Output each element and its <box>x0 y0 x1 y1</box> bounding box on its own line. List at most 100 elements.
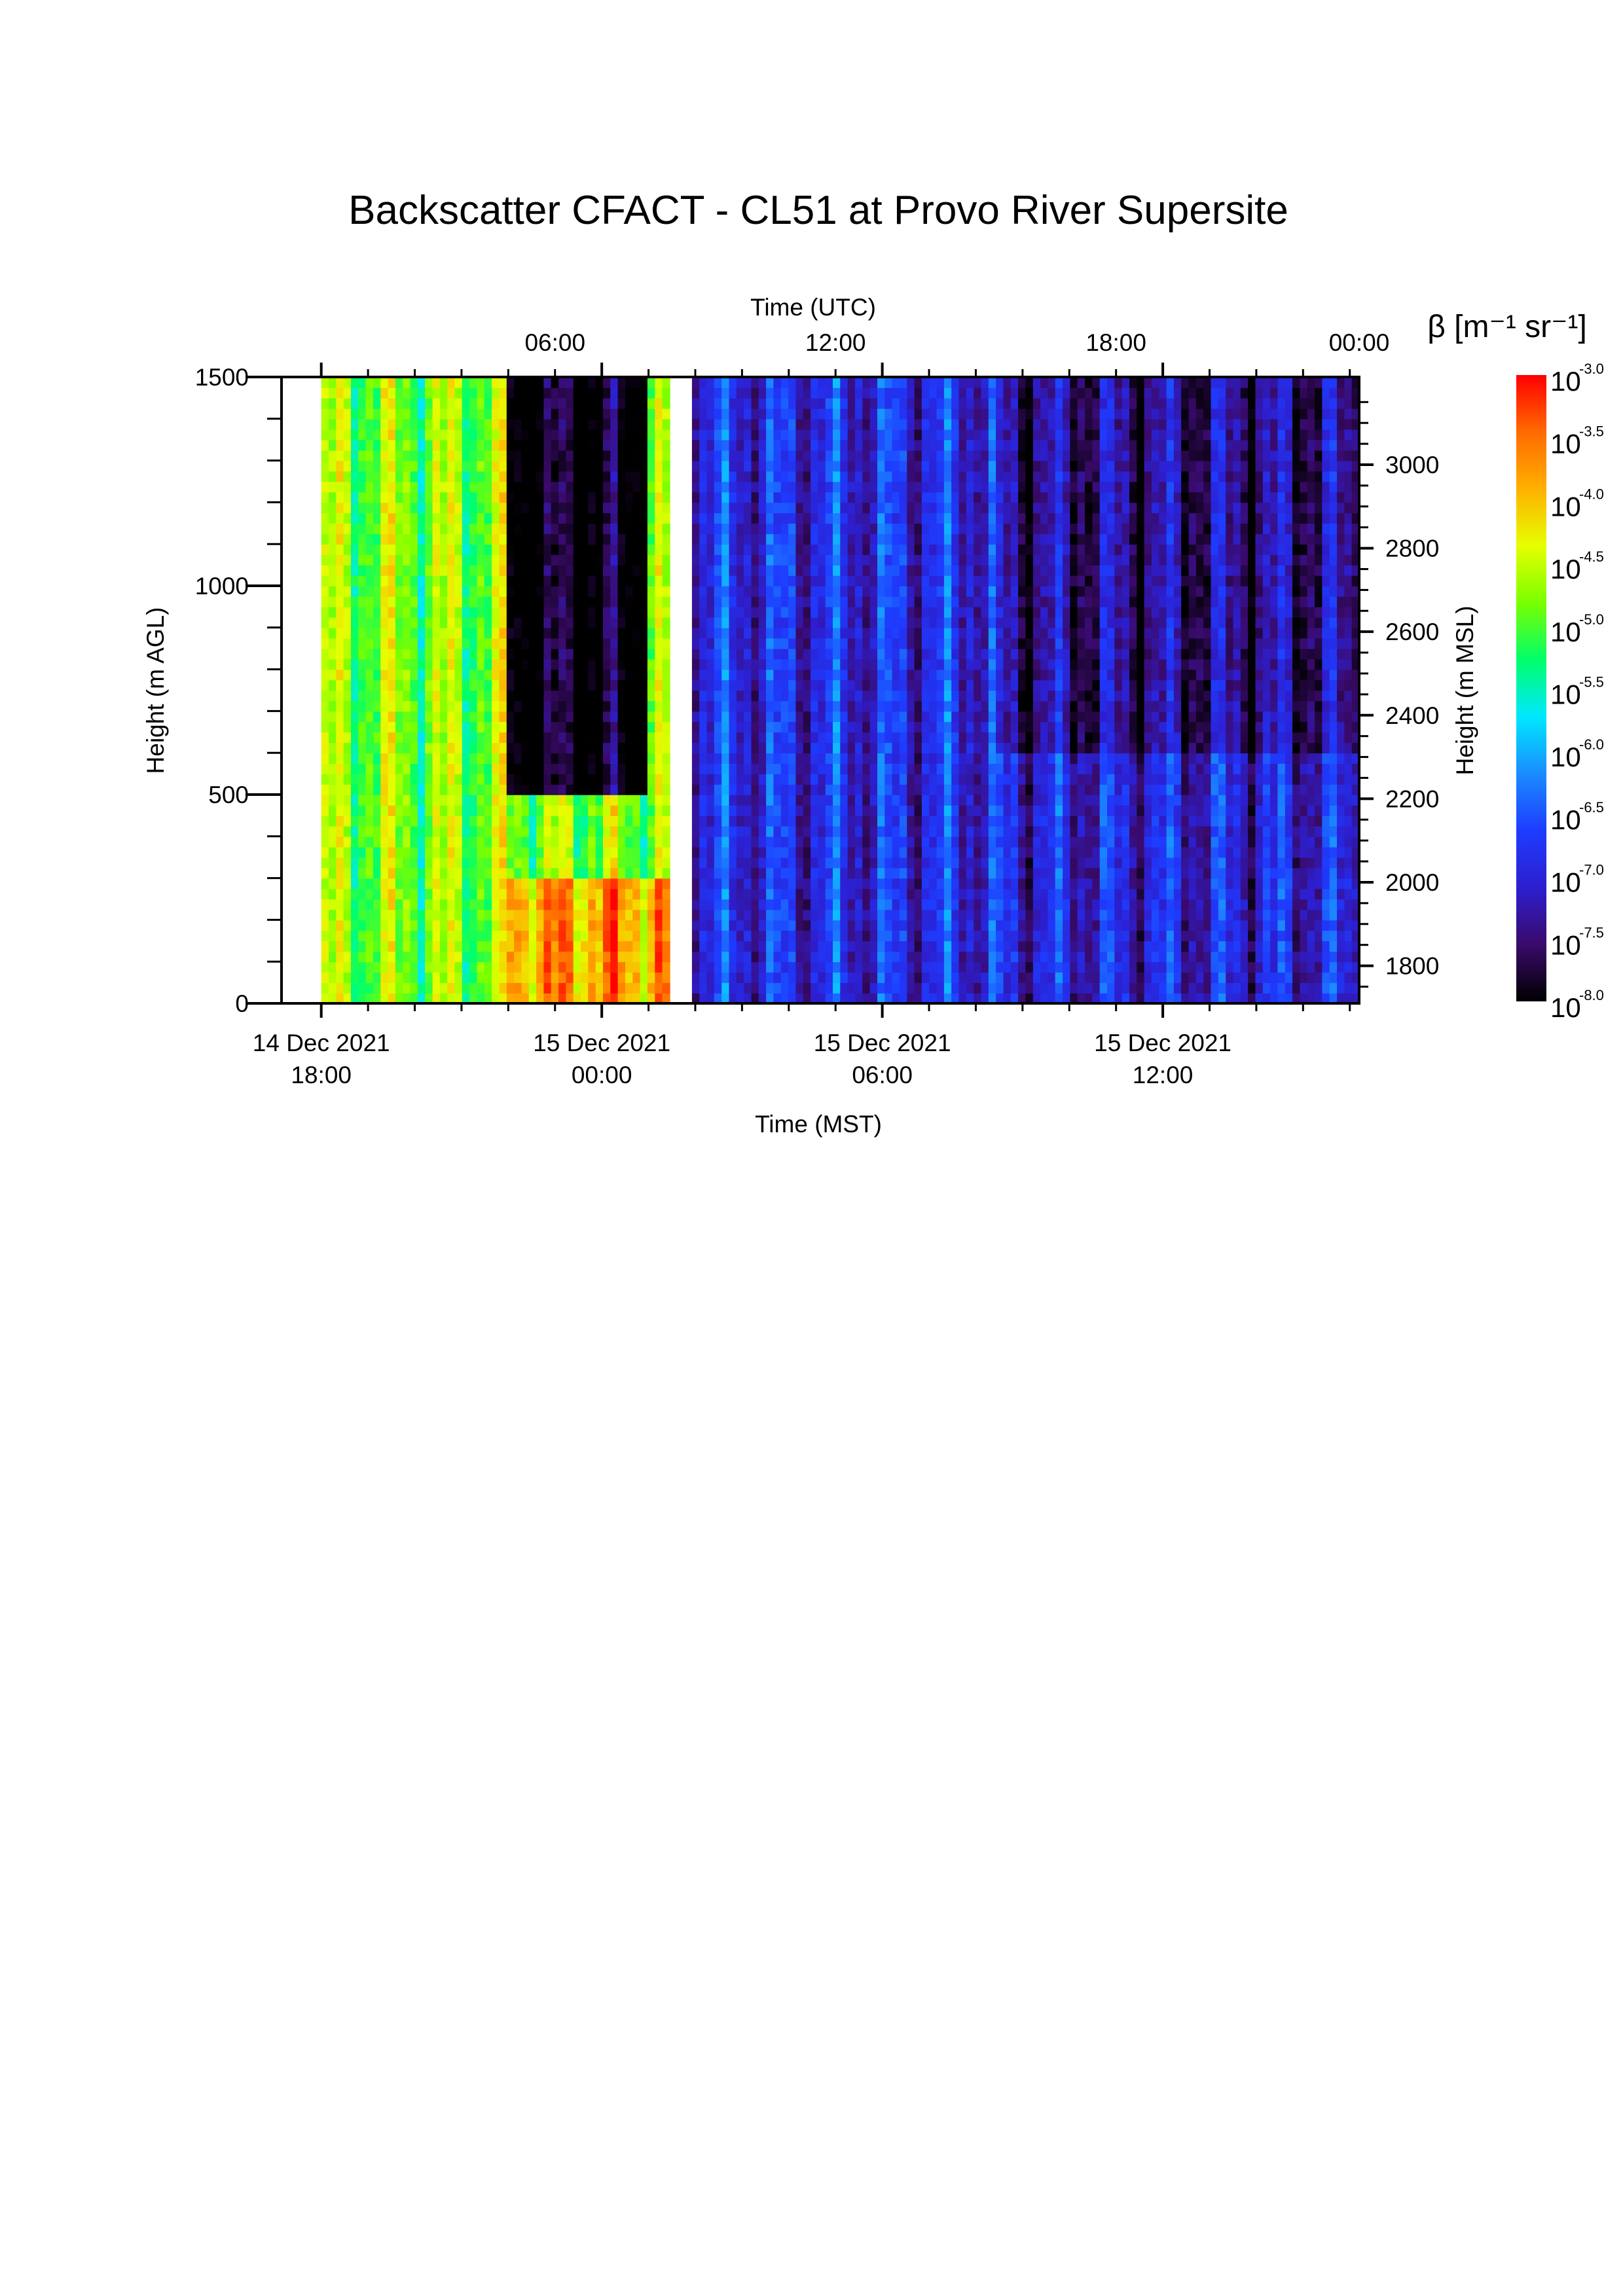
heatmap-cell <box>566 617 574 628</box>
heatmap-cell <box>751 377 759 388</box>
heatmap-cell <box>773 606 782 618</box>
heatmap-cell <box>907 993 915 1003</box>
heatmap-cell <box>321 637 329 649</box>
heatmap-cell <box>395 867 403 879</box>
heatmap-cell <box>751 899 759 910</box>
heatmap-cell <box>410 575 418 586</box>
heatmap-cell <box>388 471 396 482</box>
heatmap-cell <box>691 648 700 660</box>
heatmap-cell <box>655 721 663 733</box>
heatmap-cell <box>506 606 515 618</box>
heatmap-cell <box>943 784 952 795</box>
heatmap-cell <box>640 878 648 889</box>
heatmap-cell <box>877 397 886 409</box>
heatmap-cell <box>766 397 775 409</box>
heatmap-cell <box>373 774 382 785</box>
heatmap-cell <box>655 815 663 827</box>
heatmap-cell <box>403 606 411 618</box>
heatmap-cell <box>395 565 403 576</box>
heatmap-cell <box>477 993 485 1003</box>
heatmap-cell <box>862 669 871 681</box>
heatmap-cell <box>647 982 655 994</box>
heatmap-cell <box>365 941 374 952</box>
heatmap-cell <box>514 408 522 420</box>
heatmap-cell <box>943 617 952 628</box>
heatmap-cell <box>936 575 945 586</box>
heatmap-cell <box>892 586 900 597</box>
heatmap-cell <box>751 523 759 535</box>
heatmap-cell <box>869 418 878 430</box>
heatmap-cell <box>625 575 634 586</box>
heatmap-cell <box>847 408 856 420</box>
heatmap-cell <box>388 523 396 535</box>
heatmap-cell <box>825 961 833 973</box>
heatmap-cell <box>655 930 663 942</box>
heatmap-cell <box>699 648 708 660</box>
heatmap-cell <box>766 753 775 764</box>
heatmap-cell <box>514 825 522 837</box>
heatmap-cell <box>595 941 604 952</box>
heatmap-cell <box>595 930 604 942</box>
heatmap-cell <box>884 606 893 618</box>
heatmap-cell <box>795 586 804 597</box>
heatmap-cell <box>447 784 456 795</box>
heatmap-cell <box>617 439 626 451</box>
heatmap-cell <box>795 627 804 639</box>
heatmap-cell <box>706 805 715 816</box>
heatmap-cell <box>581 961 589 973</box>
heatmap-cell <box>521 972 530 983</box>
heatmap-cell <box>788 993 797 1003</box>
heatmap-cell <box>892 460 900 472</box>
heatmap-cell <box>617 544 626 555</box>
heatmap-cell <box>929 408 938 420</box>
heatmap-cell <box>417 815 426 827</box>
heatmap-cell <box>751 408 759 420</box>
heatmap-cell <box>343 888 352 900</box>
heatmap-cell <box>744 429 752 440</box>
heatmap-cell <box>795 857 804 869</box>
heatmap-cell <box>617 774 626 785</box>
heatmap-cell <box>380 637 389 649</box>
heatmap-cell <box>581 679 589 691</box>
heatmap-cell <box>558 805 567 816</box>
heatmap-cell <box>929 920 938 931</box>
heatmap-cell <box>788 899 797 910</box>
heatmap-cell <box>795 387 804 399</box>
heatmap-cell <box>936 805 945 816</box>
heatmap-cell <box>336 596 344 607</box>
heatmap-cell <box>706 637 715 649</box>
heatmap-cell <box>439 408 448 420</box>
heatmap-cell <box>811 711 819 723</box>
heatmap-cell <box>655 732 663 744</box>
heatmap-cell <box>625 669 634 681</box>
heatmap-cell <box>528 679 537 691</box>
heatmap-cell <box>432 815 441 827</box>
heatmap-cell <box>877 993 886 1003</box>
heatmap-cell <box>373 439 382 451</box>
heatmap-cell <box>721 512 730 524</box>
heatmap-cell <box>869 533 878 545</box>
heatmap-cell <box>417 836 426 848</box>
heatmap-cell <box>729 408 737 420</box>
heatmap-cell <box>929 825 938 837</box>
heatmap-cell <box>929 658 938 670</box>
heatmap-cell <box>358 878 367 889</box>
heatmap-cell <box>484 700 492 712</box>
heatmap-cell <box>780 700 789 712</box>
heatmap-cell <box>721 899 730 910</box>
heatmap-cell <box>514 565 522 576</box>
heatmap-cell <box>907 492 915 503</box>
heatmap-cell <box>699 825 708 837</box>
heatmap-cell <box>514 784 522 795</box>
heatmap-cell <box>514 523 522 535</box>
heatmap-cell <box>929 774 938 785</box>
heatmap-cell <box>825 429 833 440</box>
heatmap-cell <box>744 575 752 586</box>
heatmap-cell <box>795 471 804 482</box>
heatmap-cell <box>358 658 367 670</box>
heatmap-cell <box>803 471 811 482</box>
heatmap-cell <box>662 544 670 555</box>
heatmap-cell <box>454 637 463 649</box>
heatmap-cell <box>647 460 655 472</box>
heatmap-cell <box>329 784 337 795</box>
